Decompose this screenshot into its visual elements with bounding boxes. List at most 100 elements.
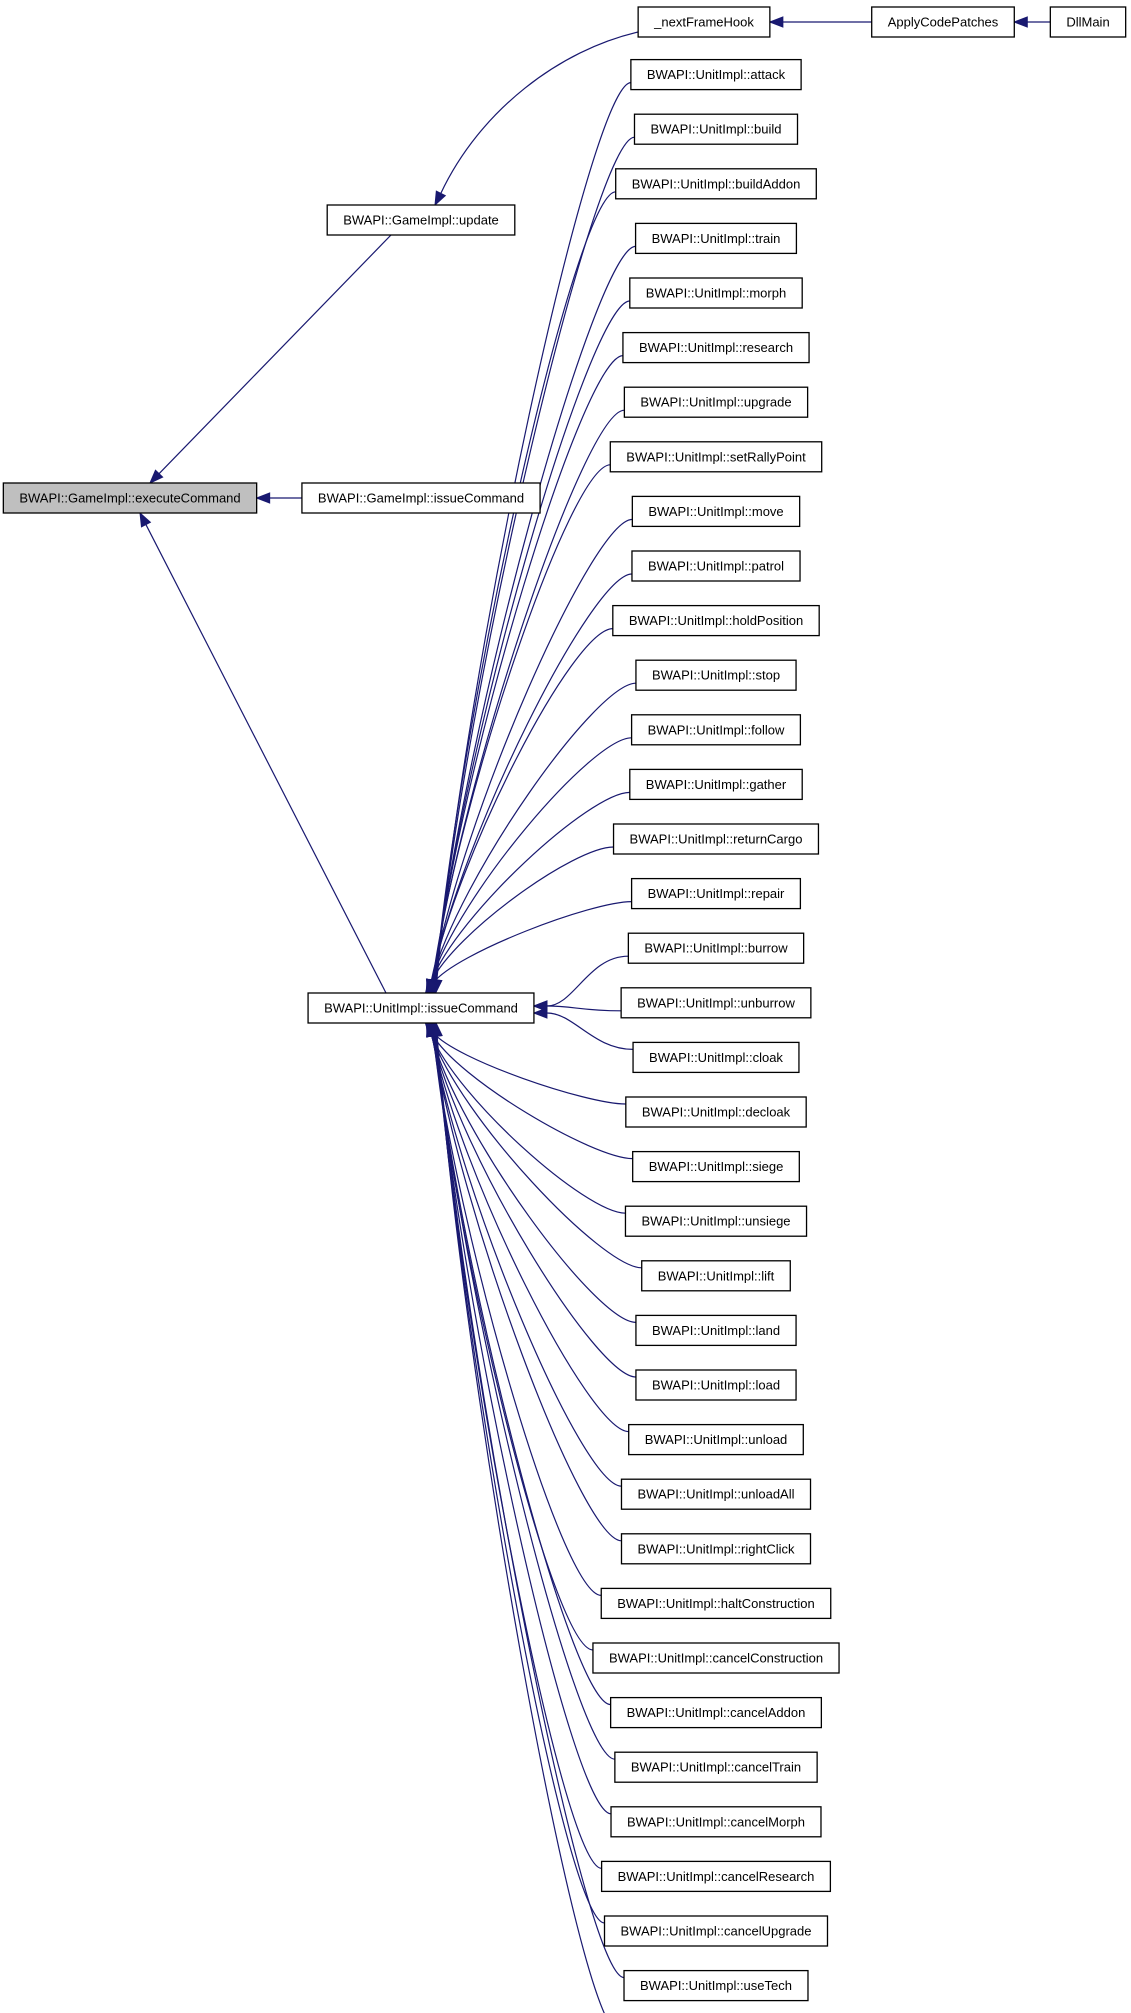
node-unitimpl-morph[interactable]: BWAPI::UnitImpl::morph [629,277,803,309]
arrowhead-icon [149,469,164,484]
node-gameimpl-update[interactable]: BWAPI::GameImpl::update [326,204,516,236]
node-label: BWAPI::UnitImpl::move [648,504,783,519]
node-unitimpl-gather[interactable]: BWAPI::UnitImpl::gather [629,768,803,801]
node-box [600,1587,832,1620]
node-unitimpl-setrallypoint[interactable]: BWAPI::UnitImpl::setRallyPoint [609,441,823,473]
node-applycodepatches[interactable]: ApplyCodePatches [871,6,1015,38]
node-unitimpl-move[interactable]: BWAPI::UnitImpl::move [631,495,801,528]
edge-unitimpl-burrow-to-unitissuecommand [546,955,629,1007]
node-label: BWAPI::UnitImpl::follow [648,722,785,737]
edge-unitimpl-rightclick-to-unitissuecommand [432,1035,622,1542]
node-unitimpl-cancelmorph[interactable]: BWAPI::UnitImpl::cancelMorph [610,1806,822,1838]
node-unitimpl-cancelconstruction[interactable]: BWAPI::UnitImpl::cancelConstruction [592,1642,840,1674]
node-label: BWAPI::UnitImpl::holdPosition [629,613,803,628]
node-dllmain[interactable]: DllMain [1049,6,1127,38]
node-label: BWAPI::UnitImpl::upgrade [640,395,791,410]
node-label: BWAPI::UnitImpl::patrol [648,559,784,574]
node-label: BWAPI::UnitImpl::build [650,122,781,137]
node-box [609,1696,823,1729]
node-unitimpl-cancelresearch[interactable]: BWAPI::UnitImpl::cancelResearch [600,1860,832,1893]
node-unitimpl-buildaddon[interactable]: BWAPI::UnitImpl::buildAddon [615,168,817,200]
node-box [631,495,801,528]
edge-unitimpl-decloak-to-unitissuecommand [433,1032,626,1105]
node-box [630,714,802,746]
nodes: BWAPI::GameImpl::executeCommand BWAPI::Ga… [2,6,1127,2002]
node-unitimpl-haltconstruction[interactable]: BWAPI::UnitImpl::haltConstruction [600,1587,832,1620]
edge-unitimpl-lift-to-unitissuecommand [430,1035,642,1269]
node-label: BWAPI::GameImpl::issueCommand [318,491,524,506]
node-box [871,6,1015,38]
node-unitimpl-unloadall[interactable]: BWAPI::UnitImpl::unloadAll [620,1478,812,1510]
node-unitimpl-unload[interactable]: BWAPI::UnitImpl::unload [628,1423,804,1456]
node-nextframehook[interactable]: _nextFrameHook [637,6,771,38]
node-unitimpl-train[interactable]: BWAPI::UnitImpl::train [634,222,798,255]
node-unitimpl-land[interactable]: BWAPI::UnitImpl::land [635,1314,797,1347]
node-unitimpl-research[interactable]: BWAPI::UnitImpl::research [622,331,810,364]
node-unitimpl-issuecommand[interactable]: BWAPI::UnitImpl::issueCommand [307,992,535,1024]
node-label: BWAPI::UnitImpl::buildAddon [632,176,801,191]
node-box [631,550,801,582]
arrowhead-icon [1012,16,1028,28]
edge-unitimpl-unload-to-unitissuecommand [431,1035,629,1433]
node-unitimpl-siege[interactable]: BWAPI::UnitImpl::siege [632,1150,800,1183]
node-box [624,1205,808,1237]
node-unitimpl-lift[interactable]: BWAPI::UnitImpl::lift [641,1260,791,1292]
node-box [628,1423,804,1456]
node-unitimpl-attack[interactable]: BWAPI::UnitImpl::attack [630,58,802,91]
node-unitimpl-usetech[interactable]: BWAPI::UnitImpl::useTech [623,1969,809,2002]
arrowhead-icon [768,16,784,28]
node-unitimpl-canceltrain[interactable]: BWAPI::UnitImpl::cancelTrain [614,1751,818,1783]
node-gameimpl-executecommand[interactable]: BWAPI::GameImpl::executeCommand [2,482,258,514]
node-unitimpl-holdposition[interactable]: BWAPI::UnitImpl::holdPosition [612,604,820,637]
node-box [641,1260,791,1292]
node-box [620,1533,812,1565]
node-label: BWAPI::UnitImpl::stop [652,668,780,683]
node-box [625,1096,807,1128]
node-unitimpl-cloak[interactable]: BWAPI::UnitImpl::cloak [632,1041,800,1074]
node-unitimpl-unburrow[interactable]: BWAPI::UnitImpl::unburrow [620,987,812,1019]
node-unitimpl-patrol[interactable]: BWAPI::UnitImpl::patrol [631,550,801,582]
edge-unitissuecommand-to-executecommand [145,524,387,994]
node-unitimpl-build[interactable]: BWAPI::UnitImpl::build [633,113,799,145]
edge-unitimpl-usetech-to-unitissuecommand [436,1035,625,1979]
arrowhead-icon [532,1007,548,1019]
node-label: BWAPI::UnitImpl::unloadAll [637,1487,794,1502]
edge-unitimpl-siege-to-unitissuecommand [431,1034,633,1160]
node-gameimpl-issuecommand[interactable]: BWAPI::GameImpl::issueCommand [301,482,541,514]
edge-unitimpl-gather-to-unitissuecommand [430,791,630,982]
node-unitimpl-upgrade[interactable]: BWAPI::UnitImpl::upgrade [623,386,809,418]
edge-unitimpl-haltconstruction-to-unitissuecommand [432,1035,602,1596]
node-label: BWAPI::UnitImpl::issueCommand [324,1001,518,1016]
node-unitimpl-canceladdon[interactable]: BWAPI::UnitImpl::cancelAddon [609,1696,823,1729]
node-label: BWAPI::UnitImpl::morph [646,286,786,301]
node-unitimpl-stop[interactable]: BWAPI::UnitImpl::stop [635,659,797,691]
node-label: _nextFrameHook [653,15,754,30]
edge-unitimpl-returncargo-to-unitissuecommand [431,846,614,982]
node-box [630,58,802,91]
node-unitimpl-returncargo[interactable]: BWAPI::UnitImpl::returnCargo [612,823,820,855]
edge-unitimpl-setrallypoint-to-unitissuecommand [432,464,611,981]
node-box [614,1751,818,1783]
node-box [623,386,809,418]
node-label: BWAPI::UnitImpl::setRallyPoint [626,449,806,464]
node-unitimpl-follow[interactable]: BWAPI::UnitImpl::follow [630,714,802,746]
edge-unitimpl-train-to-unitissuecommand [434,245,636,981]
node-unitimpl-burrow[interactable]: BWAPI::UnitImpl::burrow [627,932,805,964]
edge-nextframehook-to-update [440,31,639,194]
node-box [635,1369,797,1401]
node-label: BWAPI::UnitImpl::siege [649,1159,784,1174]
edges [139,16,1051,2013]
node-unitimpl-unsiege[interactable]: BWAPI::UnitImpl::unsiege [624,1205,808,1237]
node-label: BWAPI::UnitImpl::decloak [642,1105,791,1120]
node-unitimpl-rightclick[interactable]: BWAPI::UnitImpl::rightClick [620,1533,812,1565]
node-unitimpl-cancelupgrade[interactable]: BWAPI::UnitImpl::cancelUpgrade [603,1915,829,1947]
node-box [2,482,258,514]
node-unitimpl-load[interactable]: BWAPI::UnitImpl::load [635,1369,797,1401]
arrowhead-icon [431,1021,443,1037]
node-unitimpl-decloak[interactable]: BWAPI::UnitImpl::decloak [625,1096,807,1128]
node-box [635,1314,797,1347]
node-label: BWAPI::UnitImpl::research [639,340,793,355]
node-label: BWAPI::UnitImpl::useTech [640,1978,792,1993]
node-unitimpl-repair[interactable]: BWAPI::UnitImpl::repair [630,877,802,910]
